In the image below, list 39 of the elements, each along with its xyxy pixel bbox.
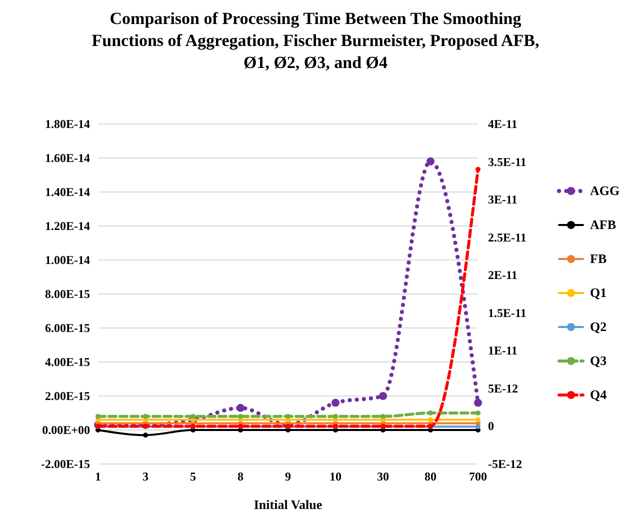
x-tick-label: 80 xyxy=(424,470,436,484)
y-tick-label: 4.00E-15 xyxy=(45,355,90,369)
y-tick-label: 2.00E-15 xyxy=(45,389,90,403)
x-tick-label: 10 xyxy=(330,470,342,484)
legend-label: Q3 xyxy=(590,353,607,369)
y-tick-label: 1.20E-14 xyxy=(45,219,90,233)
y2-tick-label: 3E-11 xyxy=(488,192,518,207)
y2-tick-label: -5E-12 xyxy=(488,457,522,471)
y2-tick-label: 1E-11 xyxy=(488,344,518,358)
x-tick-label: 3 xyxy=(142,470,148,484)
y-tick-label: 6.00E-15 xyxy=(45,321,90,335)
x-tick-label: 1 xyxy=(95,470,101,484)
y2-tick-label: 3.5E-11 xyxy=(488,154,526,169)
y-tick-label: 1.00E-14 xyxy=(45,253,90,267)
y-tick-label: 1.60E-14 xyxy=(45,151,90,165)
y2-tick-label: 2.5E-11 xyxy=(488,230,526,244)
y2-tick-label: 0 xyxy=(488,419,494,434)
legend-label: FB xyxy=(590,251,607,267)
y-tick-label: -2.00E-15 xyxy=(41,457,90,471)
y2-tick-label: 1.5E-11 xyxy=(488,306,526,320)
x-axis-title: Initial Value xyxy=(254,497,322,512)
x-tick-label: 5 xyxy=(190,470,196,484)
x-tick-label: 30 xyxy=(377,470,389,484)
legend-label: Q1 xyxy=(590,285,607,301)
x-tick-label: 9 xyxy=(285,470,291,484)
chart-title: Comparison of Processing Time Between The Smoothing Functions of Aggregation, Fischer Burmeister, Proposed AFB, Ø1, Ø2, Ø3, and Ø4 xyxy=(90,8,540,74)
legend-label: AFB xyxy=(590,217,616,233)
y-tick-label: 1.80E-14 xyxy=(45,117,90,131)
y2-tick-label: 2E-11 xyxy=(488,268,518,282)
y-tick-label: 1.40E-14 xyxy=(45,185,90,199)
y2-tick-label: 5E-12 xyxy=(488,381,518,396)
legend-label: Q4 xyxy=(590,387,607,403)
legend-label: AGG xyxy=(590,183,620,199)
x-tick-label: 8 xyxy=(238,470,244,484)
y2-tick-label: 4E-11 xyxy=(488,117,518,131)
legend-label: Q2 xyxy=(590,319,607,335)
x-tick-label: 700 xyxy=(469,470,487,484)
y-tick-label: 8.00E-15 xyxy=(45,287,90,301)
y-tick-label: 0.00E+00 xyxy=(42,423,90,437)
